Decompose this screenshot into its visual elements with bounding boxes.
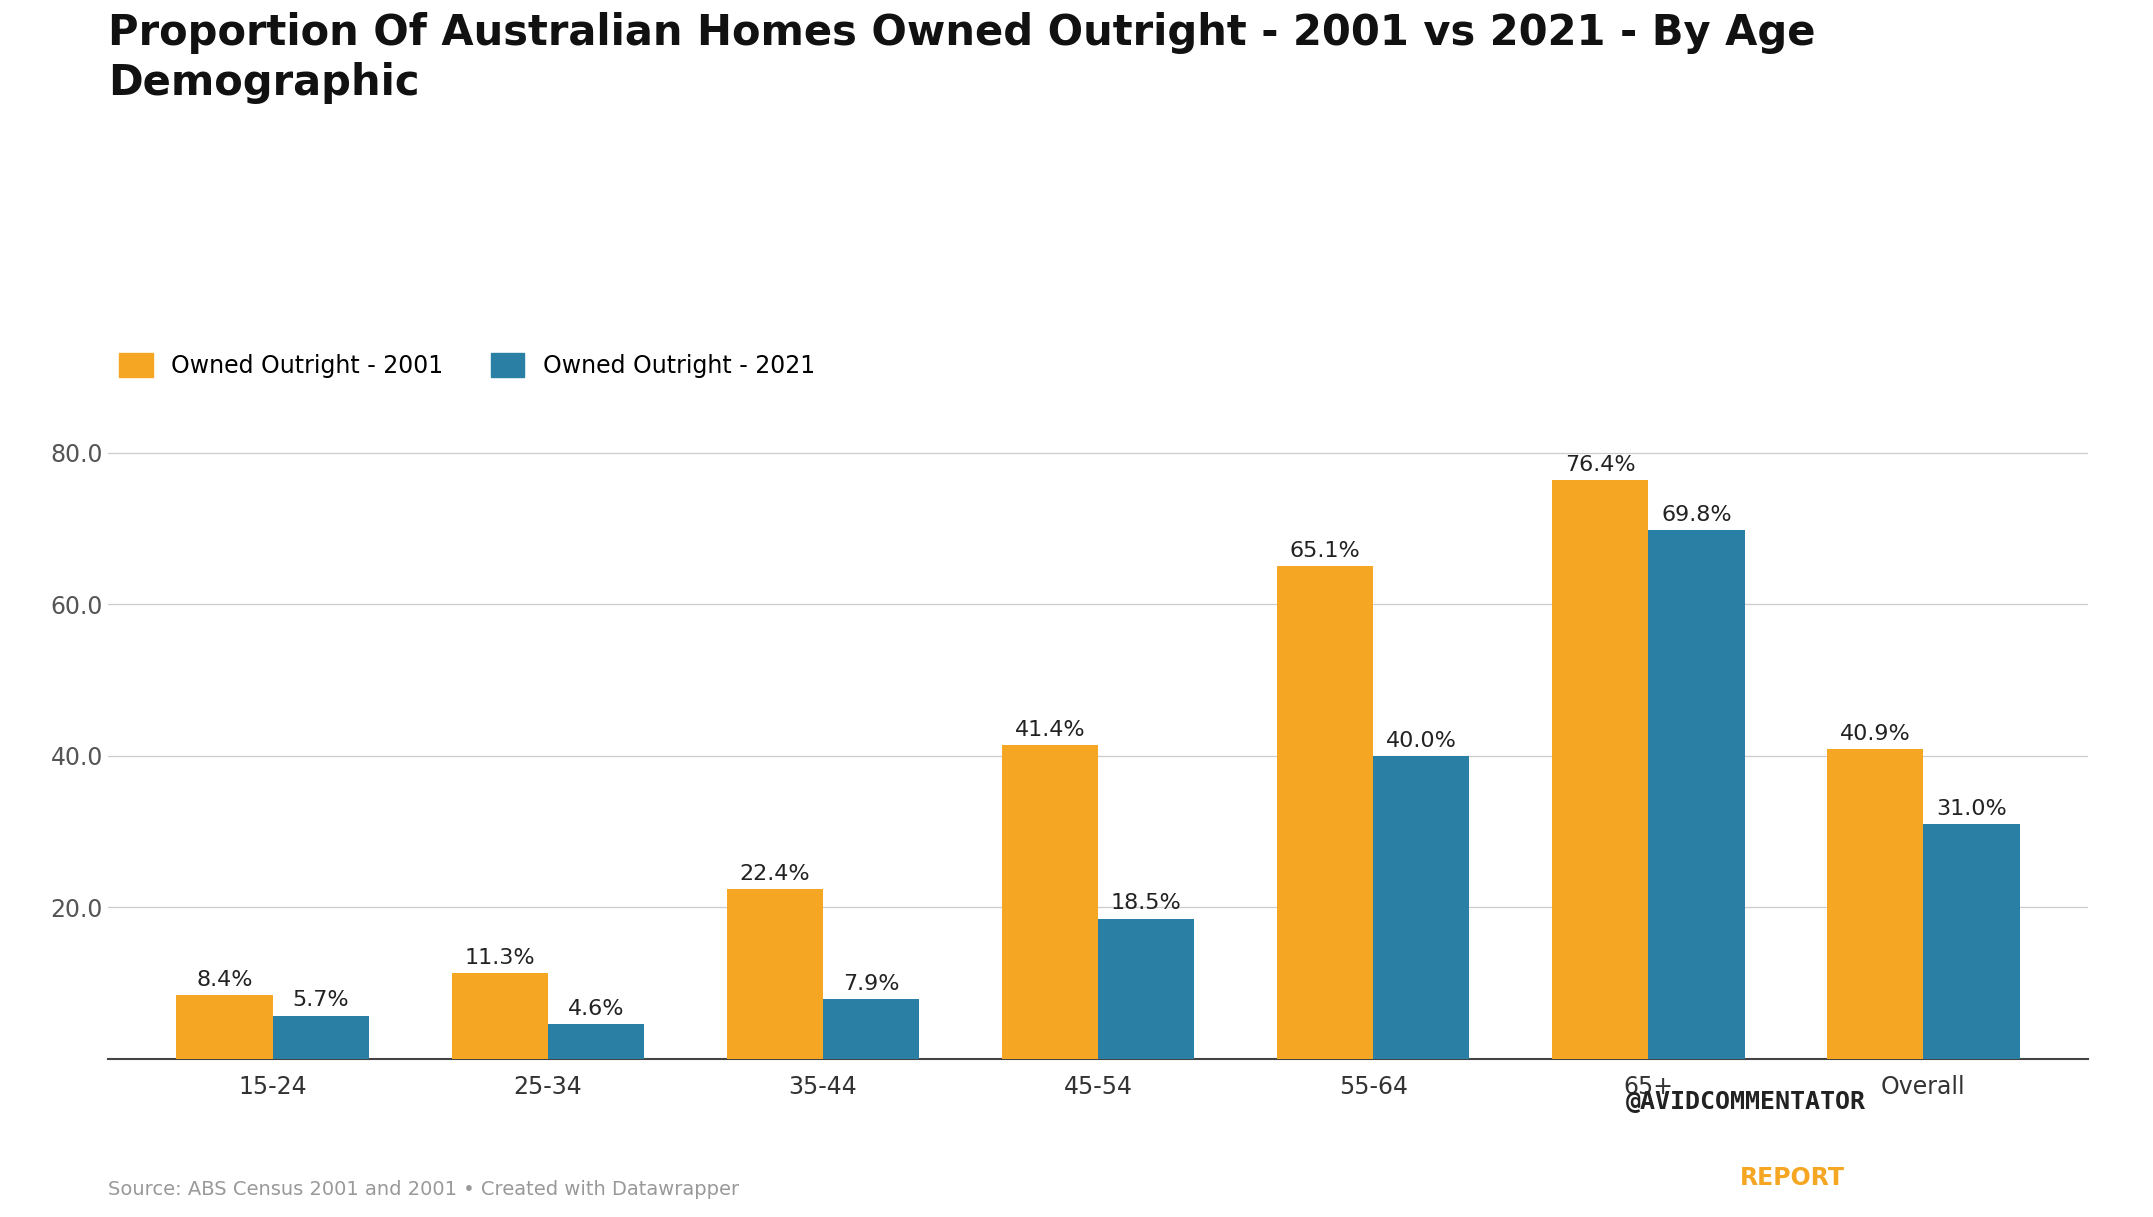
Text: Source: ABS Census 2001 and 2001 • Created with Datawrapper: Source: ABS Census 2001 and 2001 • Creat… [108,1179,738,1199]
Text: 40.9%: 40.9% [1841,724,1910,744]
Bar [1552,481,1649,1059]
Bar [1277,566,1374,1059]
Text: 8.4%: 8.4% [196,970,252,989]
Bar [1001,745,1098,1059]
Text: @AVIDCOMMENTATOR: @AVIDCOMMENTATOR [1626,1089,1864,1114]
Bar [1828,750,1923,1059]
Legend: Owned Outright - 2001, Owned Outright - 2021: Owned Outright - 2001, Owned Outright - … [118,353,814,377]
Text: 31.0%: 31.0% [1936,798,2007,819]
Text: 11.3%: 11.3% [465,948,534,968]
Bar [452,974,547,1059]
Bar [1098,919,1195,1059]
Text: REPORT: REPORT [1740,1166,1845,1190]
Bar [1649,531,1744,1059]
Text: 5.7%: 5.7% [293,991,349,1010]
Text: 4.6%: 4.6% [568,999,624,1019]
Text: 76.4%: 76.4% [1565,455,1636,475]
Text: 41.4%: 41.4% [1014,720,1085,740]
Bar [547,1023,644,1059]
Bar [728,890,822,1059]
Text: 40.0%: 40.0% [1387,730,1458,751]
Bar [1923,824,2020,1059]
Text: 18.5%: 18.5% [1111,893,1182,914]
Text: Proportion Of Australian Homes Owned Outright - 2001 vs 2021 - By Age
Demographi: Proportion Of Australian Homes Owned Out… [108,12,1815,105]
Text: 22.4%: 22.4% [738,864,810,884]
Text: 7.9%: 7.9% [842,974,900,993]
Bar [1374,756,1470,1059]
Text: 65.1%: 65.1% [1290,540,1361,561]
Bar [177,996,273,1059]
Bar [273,1016,368,1059]
Text: 69.8%: 69.8% [1662,505,1731,525]
Bar [822,999,919,1059]
